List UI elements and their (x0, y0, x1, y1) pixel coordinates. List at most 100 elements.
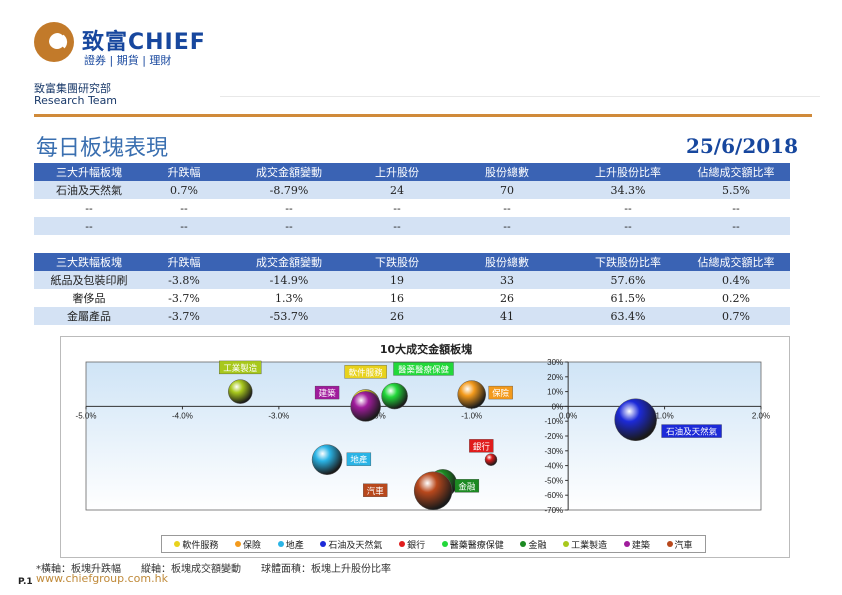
table-cell: 34.3% (574, 181, 682, 199)
legend-item: 軟件服務 (174, 538, 218, 551)
table-cell: 70 (440, 181, 574, 199)
y-tick-label: 0% (552, 402, 564, 411)
bubble-label: 金融 (458, 481, 476, 492)
bubble-label: 醫藥醫療保健 (398, 364, 450, 375)
brand-logo: 致富CHIEF 證券 | 期貨 | 理財 (34, 22, 234, 67)
legend-item: 建築 (623, 538, 650, 551)
bubble-label-bg (346, 452, 372, 466)
table-header-cell: 成交金額變動 (224, 253, 354, 271)
table-row: -- -- -- -- -- -- -- (34, 217, 790, 235)
bubble-label-bg (661, 424, 722, 438)
legend-dot-icon (174, 541, 181, 547)
chart-title: 10大成交金額板塊 (379, 343, 473, 356)
table-row: 紙品及包裝印刷 -3.8% -14.9% 19 33 57.6% 0.4% (34, 271, 790, 289)
footnote: *橫軸：板塊升跌幅 縱軸：板塊成交額變動 球體面積：板塊上升股份比率 (36, 564, 391, 575)
page-title: 每日板塊表現 (36, 136, 169, 161)
table-cell: 0.4% (682, 271, 790, 289)
table-cell: -- (144, 217, 224, 235)
table-cell: -- (440, 217, 574, 235)
bubble (228, 379, 253, 404)
legend-label: 銀行 (407, 540, 426, 551)
x-tick-label: -5.0% (76, 411, 97, 420)
legend-label: 工業製造 (571, 540, 608, 551)
y-tick-label: 30% (547, 358, 563, 367)
table-cell: -- (574, 217, 682, 235)
bubble-label: 保險 (492, 388, 510, 399)
table-row: 金屬產品 -3.7% -53.7% 26 41 63.4% 0.7% (34, 307, 790, 325)
bubble-label: 建築 (319, 388, 337, 399)
table-cell: 57.6% (574, 271, 682, 289)
top-gainers-table: 三大升幅板塊 升跌幅 成交金額變動 上升股份 股份總數 上升股份比率 佔總成交額… (34, 163, 790, 235)
table-cell: 26 (440, 289, 574, 307)
accent-divider (34, 114, 812, 117)
website-link[interactable]: www.chiefgroup.com.hk (36, 572, 168, 585)
table-cell: 紙品及包裝印刷 (34, 271, 144, 289)
bubble-label-bg (363, 483, 388, 497)
org-name-cn: 致富集團研究部 (34, 82, 111, 95)
table-cell: -3.8% (144, 271, 224, 289)
legend-item: 保險 (235, 538, 261, 551)
bubble-label-bg (344, 365, 387, 379)
table-cell: -3.7% (144, 289, 224, 307)
table-cell: 0.2% (682, 289, 790, 307)
legend-item: 銀行 (399, 538, 425, 551)
legend-item: 金融 (520, 538, 546, 551)
table-cell: -- (574, 199, 682, 217)
table-header-cell: 股份總數 (440, 253, 574, 271)
org-name-en: Research Team (34, 94, 118, 107)
table-cell: 26 (354, 307, 440, 325)
table-cell: -- (682, 199, 790, 217)
y-tick-label: -50% (544, 476, 563, 485)
legend-dot-icon (277, 541, 284, 547)
table-header-cell: 上升股份比率 (574, 163, 682, 181)
table-cell: 0.7% (144, 181, 224, 199)
bubble-label: 汽車 (367, 486, 385, 497)
bubble (311, 444, 343, 475)
table-header-cell: 佔總成交額比率 (682, 163, 790, 181)
legend-label: 醫藥醫療保健 (449, 540, 504, 551)
bubble-label: 石油及天然氣 (666, 427, 718, 438)
table-cell: -- (34, 217, 144, 235)
x-tick-label: -1.0% (461, 411, 482, 420)
table-header-row: 三大跌幅板塊 升跌幅 成交金額變動 下跌股份 股份總數 下跌股份比率 佔總成交額… (34, 253, 790, 271)
table-header-cell: 成交金額變動 (224, 163, 354, 181)
legend-label: 石油及天然氣 (328, 540, 383, 551)
table-cell: 63.4% (574, 307, 682, 325)
legend-dot-icon (563, 541, 570, 547)
table-cell: -- (224, 199, 354, 217)
table-header-cell: 升跌幅 (144, 253, 224, 271)
legend-label: 金融 (528, 540, 547, 551)
bubble-label: 銀行 (473, 441, 491, 452)
legend-item: 汽車 (666, 538, 693, 551)
bubble-chart: 10大成交金額板塊 -5.0%-4.0%-3.0%-2.0%-1.0%0.0%1… (60, 336, 790, 558)
y-tick-label: -10% (544, 417, 563, 426)
table-cell: -- (34, 199, 144, 217)
table-header-cell: 上升股份 (354, 163, 440, 181)
x-tick-label: -3.0% (268, 411, 289, 420)
table-row: 奢侈品 -3.7% 1.3% 16 26 61.5% 0.2% (34, 289, 790, 307)
legend-dot-icon (441, 541, 448, 547)
brand-subtitle: 證券 | 期貨 | 理財 (84, 54, 172, 67)
bubble-label: 地產 (350, 455, 368, 466)
y-tick-label: -40% (544, 462, 563, 471)
table-cell: -14.9% (224, 271, 354, 289)
table-header-cell: 升跌幅 (144, 163, 224, 181)
bubble (457, 380, 486, 409)
bubble-label-bg (393, 362, 454, 376)
table-cell: 1.3% (224, 289, 354, 307)
bubble (350, 391, 381, 422)
legend-label: 建築 (631, 540, 650, 551)
table-cell: -- (440, 199, 574, 217)
x-tick-label: -4.0% (172, 411, 193, 420)
table-header-cell: 下跌股份 (354, 253, 440, 271)
bubble (413, 471, 453, 511)
legend-label: 汽車 (674, 540, 693, 551)
bubble (381, 382, 408, 410)
table-cell: -- (354, 217, 440, 235)
table-header-cell: 三大跌幅板塊 (34, 253, 144, 271)
bubble-label-bg (219, 360, 262, 375)
table-cell: 石油及天然氣 (34, 181, 144, 199)
table-cell: 24 (354, 181, 440, 199)
y-tick-label: -30% (544, 447, 563, 456)
legend-item: 石油及天然氣 (320, 538, 382, 551)
